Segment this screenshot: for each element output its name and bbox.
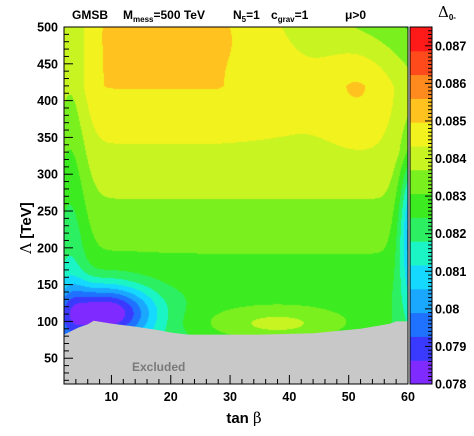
colorbar-band — [410, 193, 432, 218]
colorbar-tick-label: 0.083 — [435, 190, 466, 204]
x-tick-label: 60 — [401, 390, 415, 404]
colorbar-band — [410, 146, 432, 171]
plot-frame — [63, 26, 409, 385]
colorbar-axis: 0.078 0.079 0.08 0.081 0.082 0.083 0.084 0.085 0… — [425, 26, 466, 392]
colorbar-tick-label: 0.078 — [435, 378, 466, 392]
colorbar-title: Δ0- — [438, 3, 456, 22]
colorbar-tick-label: 0.084 — [435, 152, 466, 166]
colorbar-band — [410, 336, 432, 361]
x-axis-label: tan β — [226, 409, 261, 427]
excluded-region — [64, 320, 408, 384]
x-tick-label: 30 — [223, 390, 237, 404]
colorbar-tick-label: 0.085 — [435, 114, 466, 128]
x-tick-label: 40 — [282, 390, 296, 404]
header-n5: N5=1 — [233, 8, 260, 24]
plot-area: Excluded — [63, 26, 409, 385]
header-model: GMSB — [72, 8, 108, 22]
y-tick-label: 500 — [37, 21, 58, 35]
colorbar-band — [410, 50, 432, 76]
colorbar-tick-label: 0.086 — [435, 77, 466, 91]
colorbar-band — [410, 74, 432, 99]
colorbar-band — [410, 360, 432, 385]
colorbar-band — [410, 265, 432, 290]
colorbar — [409, 26, 433, 385]
x-axis: 10 20 30 40 50 60 — [75, 375, 415, 404]
header-mmess: Mmess=500 TeV — [123, 8, 205, 24]
y-tick-label: 150 — [37, 278, 58, 292]
colorbar-band — [410, 241, 432, 266]
y-axis-label: Λ [TeV] — [17, 202, 35, 254]
colorbar-band — [410, 169, 432, 195]
y-tick-label: 50 — [44, 352, 58, 366]
colorbar-band — [410, 217, 432, 242]
colorbar-tick-label: 0.087 — [435, 39, 466, 53]
colorbar-tick-label: 0.082 — [435, 227, 466, 241]
y-tick-label: 300 — [37, 168, 58, 182]
colorbar-tick-label: 0.079 — [435, 340, 466, 354]
x-tick-label: 10 — [104, 390, 118, 404]
y-tick-label: 400 — [37, 94, 58, 108]
header-mu: μ>0 — [345, 8, 366, 22]
colorbar-tick-label: 0.081 — [435, 265, 466, 279]
colorbar-frame — [409, 26, 433, 385]
colorbar-band — [410, 98, 432, 123]
y-tick-label: 350 — [37, 131, 58, 145]
colorbar-band — [410, 122, 432, 147]
colorbar-tick-label: 0.08 — [435, 302, 459, 316]
colorbar-band — [410, 312, 432, 337]
colorbar-band — [410, 288, 432, 314]
colorbar-band — [410, 27, 432, 52]
excluded-label: Excluded — [132, 360, 185, 374]
x-tick-label: 50 — [342, 390, 356, 404]
y-axis: 50 100 150 200 250 300 350 400 450 500 — [37, 21, 73, 381]
y-tick-label: 200 — [37, 241, 58, 255]
y-tick-label: 100 — [37, 315, 58, 329]
y-tick-label: 450 — [37, 57, 58, 71]
heatmap — [64, 27, 408, 384]
x-tick-label: 20 — [164, 390, 178, 404]
header-cgrav: cgrav=1 — [271, 8, 309, 24]
y-tick-label: 250 — [37, 205, 58, 219]
